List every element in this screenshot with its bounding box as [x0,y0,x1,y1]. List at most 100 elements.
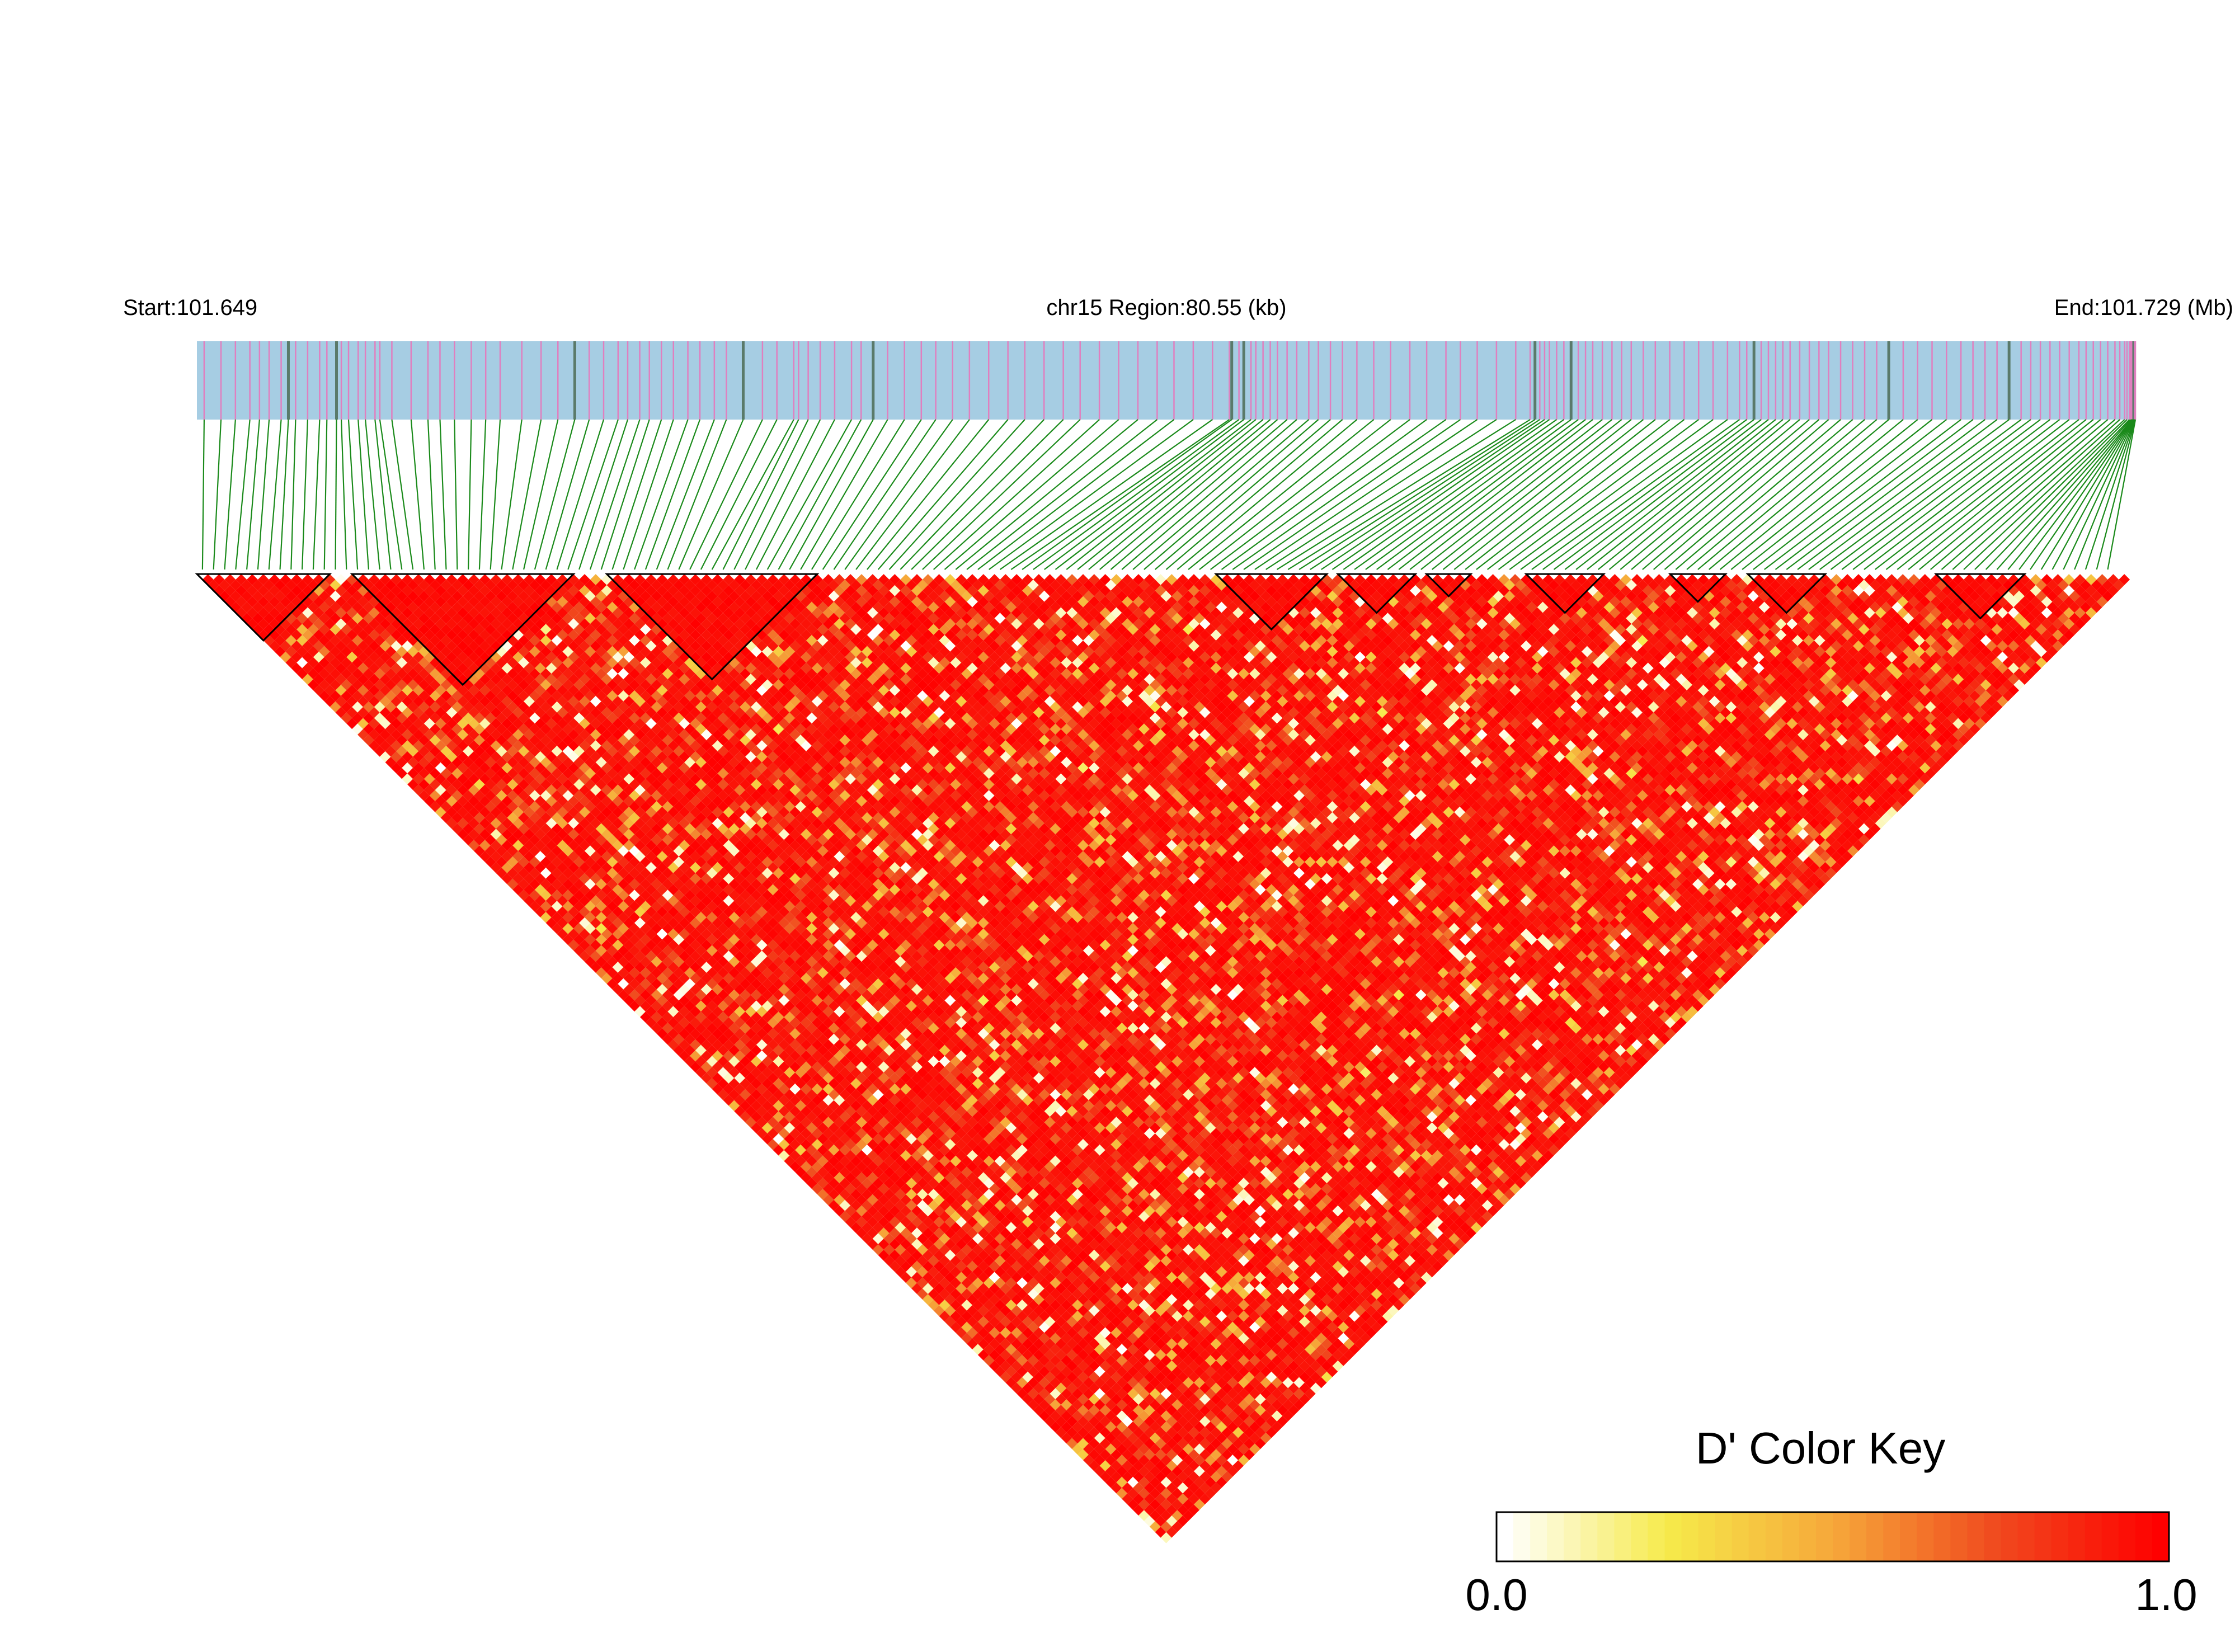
ld-cell [457,817,469,829]
ld-cell [1083,1377,1094,1389]
ld-cell [1072,1432,1083,1444]
ld-cell [302,607,313,619]
ld-cell [484,801,496,812]
ld-cell [906,1244,917,1255]
snp-connector [1453,419,1644,570]
ld-cell [518,845,529,856]
ld-cell [440,801,452,812]
ld-cell [562,901,574,912]
ld-cell [656,928,668,940]
ld-cell [900,1194,912,1206]
ld-cell [1127,1488,1138,1499]
ld-cell [989,1260,1000,1272]
snp-connector [1287,419,1531,570]
ld-cell [679,1028,690,1039]
snp-connector [1830,419,2031,570]
ld-cell [629,1000,640,1012]
ld-cell [557,851,568,862]
ld-cell [518,823,529,835]
ld-cell [667,928,679,940]
ld-cell [241,590,252,602]
ld-cell [318,657,330,669]
ld-cell [656,1028,668,1039]
ld-cell [579,906,590,917]
ld-cell [1055,1360,1067,1372]
ld-cell [363,613,374,624]
ld-cell [789,1050,801,1062]
ld-cell [712,972,723,984]
ld-cell [585,867,596,879]
snp-connector [689,419,763,570]
ld-cell [512,817,524,829]
ld-cell [700,1017,712,1028]
ld-cell [761,1111,773,1123]
ld-cell [224,596,236,608]
ld-cell [789,1117,801,1128]
ld-cell [806,1144,817,1156]
ld-cell [778,1028,790,1039]
ld-cell [1066,1415,1078,1427]
ld-cell [424,685,435,696]
ld-cell [346,618,358,630]
snp-connector [357,419,369,570]
ld-cell [1077,1405,1089,1416]
ld-cell [629,889,640,901]
ld-cell [457,762,469,774]
ld-cell [1194,1466,1205,1477]
ld-cell [1166,1449,1178,1461]
ld-cell [1149,1410,1161,1422]
ld-cell [374,723,385,735]
ld-cell [529,823,540,835]
ld-cell [324,685,336,696]
ld-cell [856,1205,867,1217]
ld-cell [1011,1283,1023,1295]
ld-cell-group [202,574,2130,1543]
ld-cell [900,1272,912,1283]
ld-cell [862,1199,873,1211]
ld-cell [568,928,580,940]
snp-connector [2018,419,2133,570]
ld-cell [1022,1327,1033,1339]
region-label: chr15 Region:80.55 (kb) [1046,295,1286,320]
snp-connector [700,419,778,570]
ld-cell [629,901,640,912]
snp-connector [556,419,605,570]
ld-cell [817,1155,829,1167]
ld-cell [817,1144,829,1156]
ld-cell [1166,1438,1178,1449]
ld-cell [961,1244,972,1255]
ld-cell [1000,1360,1011,1372]
ld-cell [795,1078,806,1089]
ld-cell [1011,1371,1023,1383]
ld-cell [335,651,347,663]
ld-cell [1022,1349,1033,1361]
ld-cell [834,1094,845,1106]
ld-cell [872,1144,884,1156]
ld-cell [690,1017,701,1028]
ld-cell [424,796,435,807]
ld-cell [795,1166,806,1178]
ld-cell [784,1100,796,1112]
ld-cell [1072,1377,1083,1389]
ld-cell [402,695,413,707]
ld-cell [585,834,596,846]
ld-cell [712,1083,723,1095]
ld-cell [402,662,413,674]
ld-cell [645,928,657,940]
ld-cell [917,1255,928,1267]
snp-connector [2074,419,2135,570]
snp-connector [1432,419,1622,570]
ld-cell [994,1333,1006,1344]
ld-cell [291,574,303,585]
ld-cell [490,773,502,785]
ld-cell [490,796,502,807]
ld-cell [568,939,580,951]
ld-cell [751,1000,762,1012]
ld-cell [1028,1366,1039,1377]
snp-connector [1653,419,1829,570]
ld-cell [928,1199,939,1211]
ld-cell [667,950,679,962]
ld-cell [257,574,269,585]
ld-cell [862,1155,873,1167]
ld-cell [933,1260,945,1272]
